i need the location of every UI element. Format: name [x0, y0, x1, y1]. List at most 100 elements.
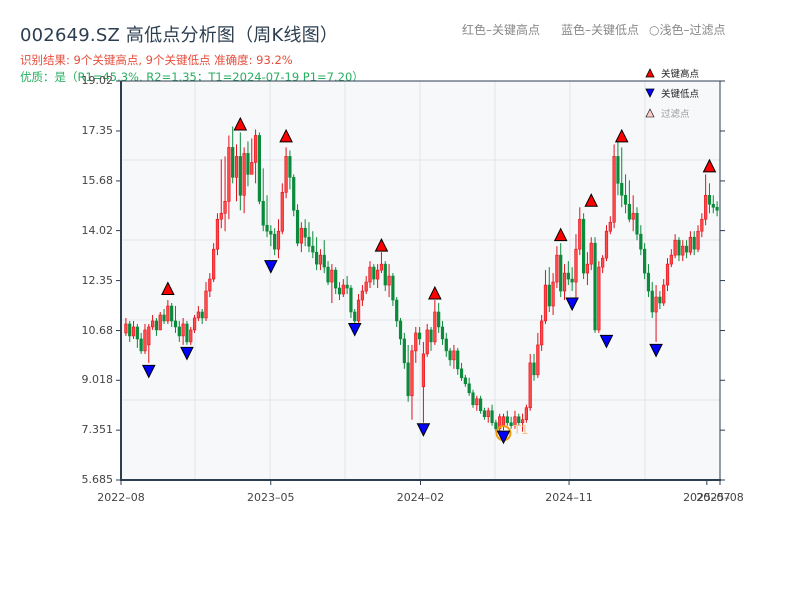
- candle-up: [219, 212, 223, 220]
- candle-up: [189, 329, 193, 343]
- candle-down: [315, 251, 319, 265]
- candle-up: [299, 227, 303, 244]
- candle-up: [368, 266, 372, 283]
- candle-up: [242, 153, 246, 196]
- candle-down: [154, 320, 159, 331]
- key-high-marker: [161, 281, 175, 296]
- candle-up: [147, 326, 151, 346]
- candle-down: [269, 230, 273, 235]
- candle-up: [536, 344, 540, 376]
- candle-down: [257, 135, 262, 202]
- candle-up: [208, 278, 212, 292]
- t1-label: T1: [513, 423, 529, 438]
- candle-down: [231, 147, 235, 178]
- candle-down: [353, 311, 357, 322]
- x-tick-label: 2022–08: [97, 491, 145, 504]
- candle-up: [414, 332, 418, 352]
- candle-down: [494, 422, 498, 429]
- candle-up: [681, 245, 685, 256]
- x-tick-label: 2023–05: [247, 491, 295, 504]
- candle-up: [124, 323, 128, 334]
- candle-down: [185, 323, 189, 343]
- y-tick-label: 9.018: [81, 373, 114, 387]
- key-high-marker: [614, 128, 629, 143]
- candle-up: [250, 162, 254, 175]
- candle-down: [456, 350, 460, 370]
- candle-down: [349, 287, 353, 313]
- candle-down: [490, 410, 494, 424]
- key-low-marker: [599, 334, 614, 349]
- candle-down: [692, 236, 696, 250]
- key-high-marker: [428, 285, 442, 300]
- candle-up: [181, 323, 185, 337]
- candle-down: [391, 275, 395, 301]
- candle-up: [665, 263, 670, 286]
- candle-down: [288, 156, 292, 178]
- key-high-marker: [374, 238, 389, 252]
- candle-down: [471, 392, 475, 406]
- legend-item-filtered: 过滤点: [645, 106, 690, 120]
- candle-down: [444, 338, 448, 352]
- candle-up: [540, 320, 544, 346]
- candle-down: [616, 156, 620, 184]
- candle-up: [585, 263, 590, 274]
- candle-down: [509, 422, 513, 426]
- candle-up: [204, 290, 208, 319]
- candle-up: [589, 242, 593, 265]
- candle-up: [131, 326, 136, 337]
- candle-up: [433, 311, 437, 343]
- key-low-marker: [565, 297, 579, 312]
- candle-up: [376, 269, 380, 280]
- candle-down: [639, 233, 643, 250]
- candle-up: [486, 410, 490, 418]
- y-tick-label: 15.68: [81, 173, 114, 187]
- candle-down: [620, 183, 624, 196]
- key-low-marker: [496, 430, 511, 445]
- candle-down: [684, 245, 689, 253]
- candle-up: [673, 239, 677, 256]
- candle-up: [425, 329, 429, 355]
- candle-up: [524, 407, 528, 421]
- legend-note-blue: 蓝色–关键低点: [561, 23, 640, 37]
- y-tick-label: 17.35: [81, 123, 114, 137]
- candle-down: [372, 266, 376, 280]
- key-high-marker: [279, 128, 293, 143]
- key-high-marker: [553, 227, 568, 242]
- candle-up: [696, 230, 700, 250]
- key-low-marker: [649, 343, 663, 358]
- candle-down: [467, 383, 471, 394]
- candle-up: [151, 320, 155, 328]
- candle-down: [311, 245, 315, 253]
- candle-down: [482, 410, 487, 418]
- candle-up: [234, 156, 239, 178]
- candle-up: [704, 194, 708, 220]
- candle-up: [341, 284, 345, 295]
- x-tick-label: 2024–11: [545, 491, 593, 504]
- candle-up: [555, 254, 559, 283]
- candle-up: [578, 218, 582, 250]
- candle-down: [383, 263, 387, 286]
- candle-down: [238, 156, 242, 196]
- key-high-marker: [233, 116, 248, 131]
- candle-down: [162, 314, 166, 322]
- candle-down: [322, 254, 326, 268]
- candle-down: [273, 233, 277, 250]
- candle-up: [475, 398, 479, 406]
- candle-up: [631, 212, 635, 220]
- candle-up: [543, 284, 548, 322]
- candle-up: [253, 135, 258, 163]
- candle-up: [227, 147, 231, 202]
- candle-down: [173, 320, 178, 328]
- candle-down: [292, 177, 296, 211]
- candle-up: [421, 353, 426, 388]
- candle-down: [463, 377, 467, 385]
- candle-up: [551, 281, 555, 307]
- y-tick-label: 12.35: [81, 273, 114, 287]
- candle-up: [688, 236, 692, 253]
- candle-down: [658, 296, 662, 304]
- candle-down: [570, 278, 574, 283]
- candle-down: [303, 227, 307, 238]
- candle-up: [669, 254, 673, 265]
- candle-up: [574, 248, 578, 283]
